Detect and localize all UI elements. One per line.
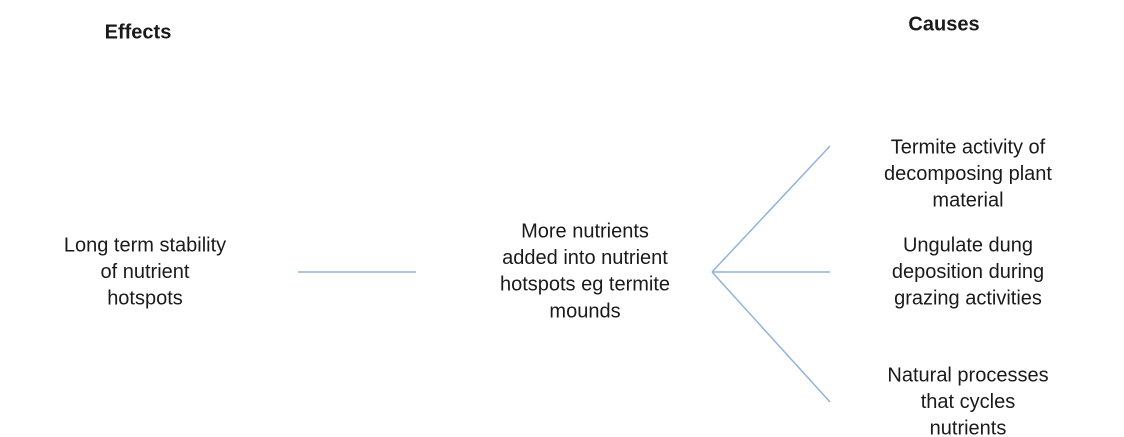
node-label: added into nutrient bbox=[502, 247, 668, 269]
node-label: Natural processes bbox=[887, 364, 1048, 386]
node-label: that cycles bbox=[921, 391, 1015, 413]
node-label: deposition during bbox=[892, 261, 1044, 283]
node-label: nutrients bbox=[930, 418, 1007, 437]
node-label: material bbox=[932, 190, 1003, 212]
causes-header: Causes bbox=[908, 13, 979, 35]
node-label: grazing activities bbox=[894, 288, 1042, 310]
nodes: Long term stability of nutrient hotspots Mo… bbox=[64, 136, 1053, 437]
connector bbox=[711, 271, 831, 403]
node-label: hotspots eg termite bbox=[500, 274, 670, 296]
node-label: mounds bbox=[549, 300, 620, 322]
effects-header: Effects bbox=[105, 21, 172, 43]
node-label: Termite activity of bbox=[891, 136, 1046, 158]
node-label: of nutrient bbox=[101, 261, 190, 283]
node-label: decomposing plant bbox=[884, 163, 1052, 185]
node-label: hotspots bbox=[107, 288, 183, 310]
connector bbox=[711, 145, 831, 273]
node-label: More nutrients bbox=[521, 220, 649, 242]
node-label: Ungulate dung bbox=[903, 234, 1033, 256]
node-label: Long term stability bbox=[64, 234, 226, 256]
